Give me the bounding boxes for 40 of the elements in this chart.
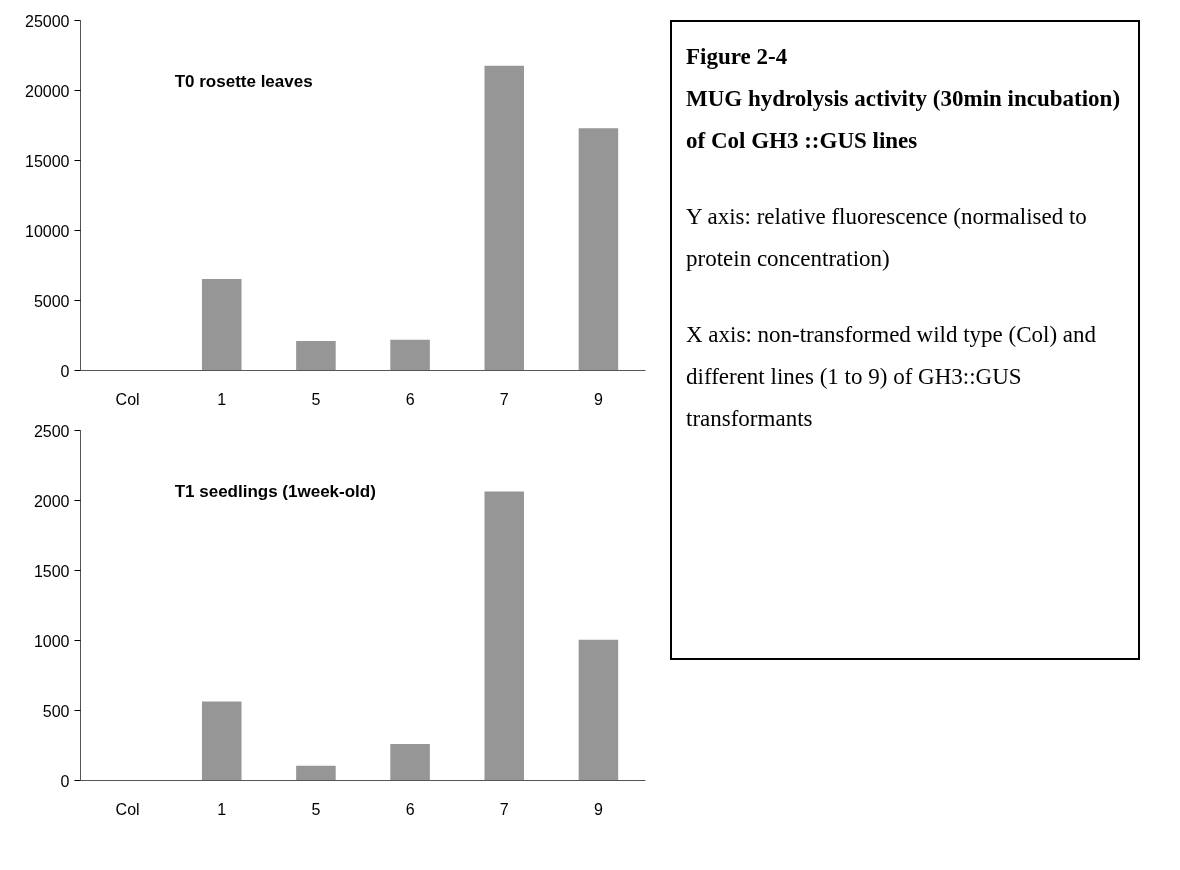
y-tick-label: 500 [42,702,70,720]
y-tick-label: 2000 [33,492,70,510]
bar [484,491,525,781]
bar [578,128,619,371]
bar [201,701,242,781]
bar [296,765,336,781]
x-tick-label: 6 [405,800,415,818]
text: T1 seedlings (1week-old) [174,481,376,501]
x-tick-label: 9 [593,800,603,818]
y-tick-label: 10000 [25,222,70,240]
y-tick-label: 15000 [25,152,70,170]
y-tick-label: 25000 [25,12,70,30]
text: Figure 2-4 [686,43,789,71]
y-tick-label: 2500 [33,422,70,440]
x-tick-label: 7 [499,800,509,818]
text: X axis: non-transformed wild type (Col) and different lines (1 to 9) of GH3::GUS transformants [686,321,1098,433]
x-tick-label: Col [115,800,140,818]
y-tick-label: 20000 [25,82,70,100]
bar [390,744,430,781]
text: Y axis: relative fluorescence (normalised to protein concentration) [686,203,1088,273]
x-tick-label: Col [115,390,140,408]
x-tick-label: 9 [593,390,603,408]
x-tick-label: 5 [311,800,321,818]
bar [390,339,430,371]
y-tick-label: 1500 [33,562,70,580]
bar [296,341,336,371]
x-tick-label: 5 [311,390,321,408]
text: MUG hydrolysis activity (30min incubation) of Col GH3 ::GUS lines [686,85,1122,155]
y-tick-label: 0 [60,772,70,790]
bar [578,639,619,781]
text: T0 rosette leaves [174,71,313,91]
x-tick-label: 1 [217,800,227,818]
x-tick-label: 1 [217,390,227,408]
bar [484,65,525,371]
y-tick-label: 1000 [33,632,70,650]
y-tick-label: 0 [60,362,70,380]
x-tick-label: 7 [499,390,509,408]
bar [201,279,242,371]
x-tick-label: 6 [405,390,415,408]
y-tick-label: 5000 [33,292,70,310]
